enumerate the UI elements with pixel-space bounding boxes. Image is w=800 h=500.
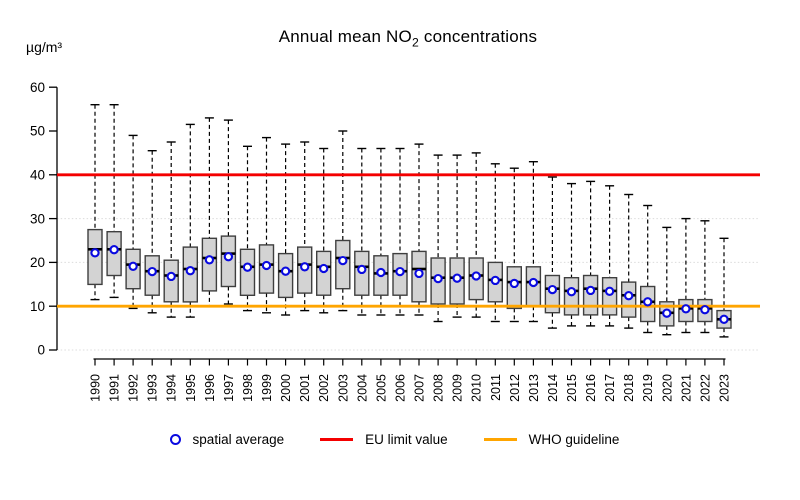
x-tick-label-2009: 2009: [451, 374, 465, 402]
mean-marker-2005: [376, 267, 386, 278]
mean-marker-1998: [242, 262, 253, 272]
x-tick-label-2015: 2015: [565, 374, 579, 402]
mean-marker-2014: [547, 284, 558, 295]
x-tick-label-2020: 2020: [660, 374, 674, 402]
x-tick-label-2007: 2007: [413, 374, 427, 402]
x-tick-label-2006: 2006: [394, 374, 408, 402]
legend-label-eu-limit-value: EU limit value: [365, 431, 448, 447]
x-tick-label-2011: 2011: [489, 374, 503, 401]
mean-marker-1997: [223, 252, 234, 262]
mean-marker-2001: [300, 262, 310, 272]
chart-title-text: Annual mean NO: [278, 27, 412, 46]
mean-marker-2011: [490, 275, 500, 286]
mean-marker-2017: [604, 286, 615, 296]
mean-marker-1991: [109, 245, 119, 255]
x-tick-label-1995: 1995: [184, 374, 198, 402]
mean-marker-2015: [566, 287, 577, 297]
mean-marker-2022: [700, 305, 710, 315]
mean-marker-2019: [643, 297, 653, 307]
legend-item-spatial-average: spatial average: [169, 431, 285, 447]
x-tick-label-2019: 2019: [641, 374, 655, 402]
x-tick-label-1991: 1991: [108, 374, 122, 402]
x-tick-label-2004: 2004: [355, 374, 369, 402]
mean-marker-2003: [338, 255, 348, 266]
x-tick-label-2017: 2017: [603, 374, 617, 402]
x-tick-label-2012: 2012: [508, 374, 522, 402]
x-tick-label-2003: 2003: [336, 374, 350, 402]
x-tick-label-2010: 2010: [470, 374, 484, 402]
mean-marker-1994: [166, 271, 176, 282]
x-tick-label-2005: 2005: [374, 374, 388, 402]
mean-marker-2018: [624, 291, 634, 301]
x-tick-label-2016: 2016: [584, 374, 598, 402]
x-tick-label-2001: 2001: [298, 374, 312, 402]
mean-marker-2010: [471, 271, 481, 281]
mean-marker-1995: [185, 266, 195, 276]
mean-marker-2016: [585, 285, 596, 296]
x-tick-label-2023: 2023: [718, 374, 732, 402]
y-tick-label-40: 40: [30, 168, 45, 183]
y-tick-label-50: 50: [30, 124, 45, 139]
x-tick-label-2022: 2022: [698, 374, 712, 402]
x-tick-label-2002: 2002: [317, 374, 331, 402]
y-axis-unit-label: µg/m³: [26, 39, 63, 55]
mean-marker-1999: [261, 260, 272, 271]
y-tick-label-10: 10: [30, 299, 45, 314]
mean-marker-2020: [662, 308, 672, 318]
x-tick-label-2000: 2000: [279, 374, 293, 402]
mean-marker-1992: [128, 261, 138, 271]
x-tick-label-1992: 1992: [127, 374, 141, 402]
x-tick-label-1998: 1998: [241, 374, 255, 402]
box-2016: [582, 274, 599, 316]
mean-marker-1993: [147, 266, 157, 277]
x-tick-label-2014: 2014: [546, 374, 560, 402]
x-tick-label-2018: 2018: [622, 374, 636, 402]
box-2017: [601, 277, 618, 316]
mean-marker-1990: [90, 248, 100, 258]
mean-marker-1996: [204, 255, 215, 265]
mean-marker-2004: [357, 264, 367, 275]
legend-label-who-guideline: WHO guideline: [528, 431, 620, 447]
legend-item-who-guideline: WHO guideline: [483, 431, 620, 447]
x-tick-label-1997: 1997: [222, 374, 236, 402]
mean-marker-2007: [414, 268, 424, 279]
x-tick-label-1999: 1999: [260, 374, 274, 402]
box-1998: [239, 248, 256, 297]
x-tick-label-2008: 2008: [432, 374, 446, 402]
mean-marker-2000: [280, 266, 291, 276]
mean-marker-2021: [681, 304, 691, 314]
open-circle-marker-icon: [169, 433, 181, 445]
x-tick-label-2021: 2021: [679, 374, 693, 402]
mean-marker-2006: [395, 266, 405, 277]
red-line-marker-icon: [320, 437, 354, 441]
mean-marker-2002: [319, 263, 329, 274]
mean-marker-2008: [433, 273, 443, 284]
x-tick-label-1994: 1994: [165, 374, 179, 402]
legend-label-spatial-average: spatial average: [192, 431, 285, 447]
chart-title-subscript: 2: [411, 35, 419, 50]
mean-marker-2012: [509, 278, 519, 289]
mean-marker-2023: [719, 314, 729, 324]
y-tick-label-60: 60: [30, 80, 45, 95]
chart-title-text-suffix: concentrations: [418, 27, 538, 46]
y-tick-label-30: 30: [30, 211, 45, 226]
chart-title: Annual mean NO2 concentrations: [8, 27, 800, 49]
box-1996: [201, 237, 218, 292]
legend-item-eu-limit-value: EU limit value: [320, 432, 448, 447]
mean-marker-2009: [452, 273, 462, 283]
mean-marker-2013: [528, 277, 539, 288]
legend: spatial average EU limit value WHO guide…: [0, 429, 789, 449]
y-tick-label-20: 20: [30, 255, 45, 270]
orange-line-marker-icon: [483, 437, 517, 441]
box-2002: [316, 250, 332, 296]
x-tick-label-1990: 1990: [89, 374, 103, 402]
x-tick-label-2013: 2013: [527, 374, 541, 402]
x-tick-label-1993: 1993: [146, 374, 160, 402]
y-tick-label-0: 0: [37, 343, 45, 358]
x-tick-label-1996: 1996: [203, 374, 217, 402]
